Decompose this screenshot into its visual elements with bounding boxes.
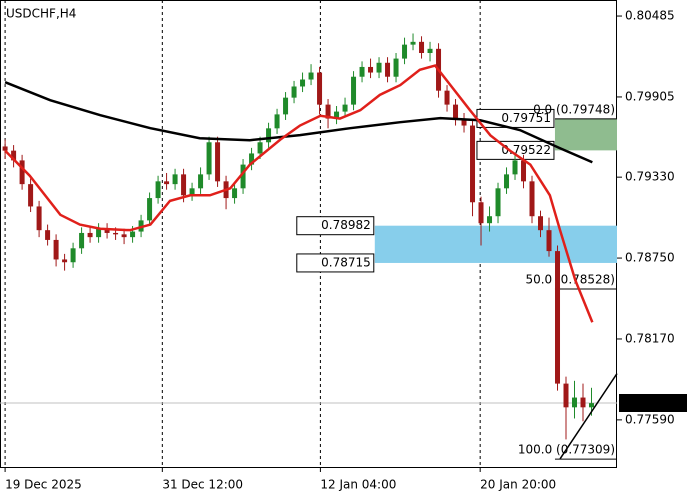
candle-body bbox=[181, 174, 187, 196]
candle-body bbox=[402, 44, 408, 59]
candle-body bbox=[342, 104, 348, 112]
zone-label-box bbox=[296, 216, 375, 236]
candle-body bbox=[70, 248, 76, 263]
y-tick-label: 0.80485 bbox=[625, 9, 675, 23]
y-tick-label: 0.79905 bbox=[625, 89, 675, 103]
candle-body bbox=[461, 118, 467, 126]
candle-body bbox=[36, 206, 42, 231]
candle-body bbox=[538, 216, 544, 231]
candle-body bbox=[453, 104, 459, 119]
candle-body bbox=[317, 72, 323, 105]
zone bbox=[554, 118, 617, 151]
x-tick-label: 31 Dec 12:00 bbox=[162, 478, 243, 492]
candle-body bbox=[283, 97, 289, 115]
moving-average-fast bbox=[4, 64, 594, 323]
candle-body bbox=[215, 142, 221, 182]
candle-body bbox=[28, 184, 34, 207]
candle-body bbox=[478, 202, 484, 224]
candle-body bbox=[104, 228, 110, 233]
candle-body bbox=[376, 62, 382, 73]
candle-body bbox=[385, 62, 391, 77]
candle-body bbox=[504, 174, 510, 189]
candle-body bbox=[368, 66, 374, 73]
y-tick-label: 0.78170 bbox=[625, 331, 675, 345]
moving-average-slow bbox=[4, 81, 593, 164]
candle-body bbox=[172, 174, 178, 185]
candle-body bbox=[274, 114, 280, 129]
candle-body bbox=[45, 230, 51, 240]
candle-body bbox=[155, 181, 161, 199]
fib-label: 50.0 (0.78528) bbox=[525, 273, 615, 287]
candle-body bbox=[121, 234, 127, 238]
candle-body bbox=[427, 48, 433, 54]
candle-body bbox=[11, 150, 17, 161]
x-tick-label: 19 Dec 2025 bbox=[5, 478, 82, 492]
candle-body bbox=[189, 188, 195, 196]
candle-body bbox=[266, 128, 272, 143]
candle-body bbox=[351, 76, 357, 105]
candle-body bbox=[240, 164, 246, 189]
candle-body bbox=[96, 228, 102, 238]
candle-body bbox=[79, 232, 85, 249]
candle-body bbox=[147, 198, 153, 221]
candle-body bbox=[300, 79, 306, 87]
x-tick-label: 20 Jan 20:00 bbox=[480, 478, 556, 492]
candle-body bbox=[580, 397, 586, 408]
candle-body bbox=[198, 174, 204, 189]
candle-body bbox=[546, 230, 552, 252]
y-tick-label: 0.78750 bbox=[625, 251, 675, 265]
zone bbox=[374, 225, 617, 263]
candle-body bbox=[164, 181, 170, 185]
candle-body bbox=[572, 397, 578, 408]
candle-body bbox=[529, 181, 535, 217]
candle-body bbox=[393, 58, 399, 77]
candle-body bbox=[232, 188, 238, 199]
candle-body bbox=[334, 111, 340, 119]
candle-body bbox=[359, 66, 365, 77]
price-tag-label: 0.77711 bbox=[625, 395, 675, 409]
fib-label: 0.0 (0.79748) bbox=[533, 102, 615, 116]
candle-body bbox=[495, 188, 501, 217]
candle-body bbox=[291, 86, 297, 98]
zone-label-box bbox=[296, 253, 375, 273]
candle-body bbox=[521, 160, 527, 182]
candle-body bbox=[206, 142, 212, 175]
candle-body bbox=[249, 153, 255, 165]
candle-body bbox=[308, 72, 314, 80]
trend-line bbox=[559, 373, 618, 460]
candle-body bbox=[2, 146, 8, 151]
candle-body bbox=[410, 41, 416, 45]
zone-label: 0.78715 bbox=[321, 255, 371, 269]
candle-body bbox=[19, 160, 25, 185]
y-tick-label: 0.77590 bbox=[625, 412, 675, 426]
candle-body bbox=[512, 160, 518, 175]
zone-label: 0.79751 bbox=[501, 111, 551, 125]
candle-body bbox=[87, 232, 93, 238]
candle-body bbox=[444, 90, 450, 105]
candle-body bbox=[487, 216, 493, 224]
candle-body bbox=[62, 259, 68, 263]
x-tick-label: 12 Jan 04:00 bbox=[320, 478, 396, 492]
candle-body bbox=[555, 251, 561, 384]
price-tag bbox=[619, 393, 687, 412]
candle-body bbox=[563, 383, 569, 408]
chart-title: USDCHF,H4 bbox=[6, 7, 76, 21]
candle-body bbox=[53, 239, 59, 260]
candle-body bbox=[589, 403, 595, 408]
zone-label: 0.78982 bbox=[321, 218, 371, 232]
candle-body bbox=[325, 104, 331, 119]
candle-body bbox=[470, 125, 476, 203]
y-tick-label: 0.79330 bbox=[625, 170, 675, 184]
candle-body bbox=[419, 41, 425, 54]
candle-body bbox=[113, 232, 119, 235]
candle-body bbox=[130, 231, 136, 238]
candle-body bbox=[257, 142, 263, 154]
